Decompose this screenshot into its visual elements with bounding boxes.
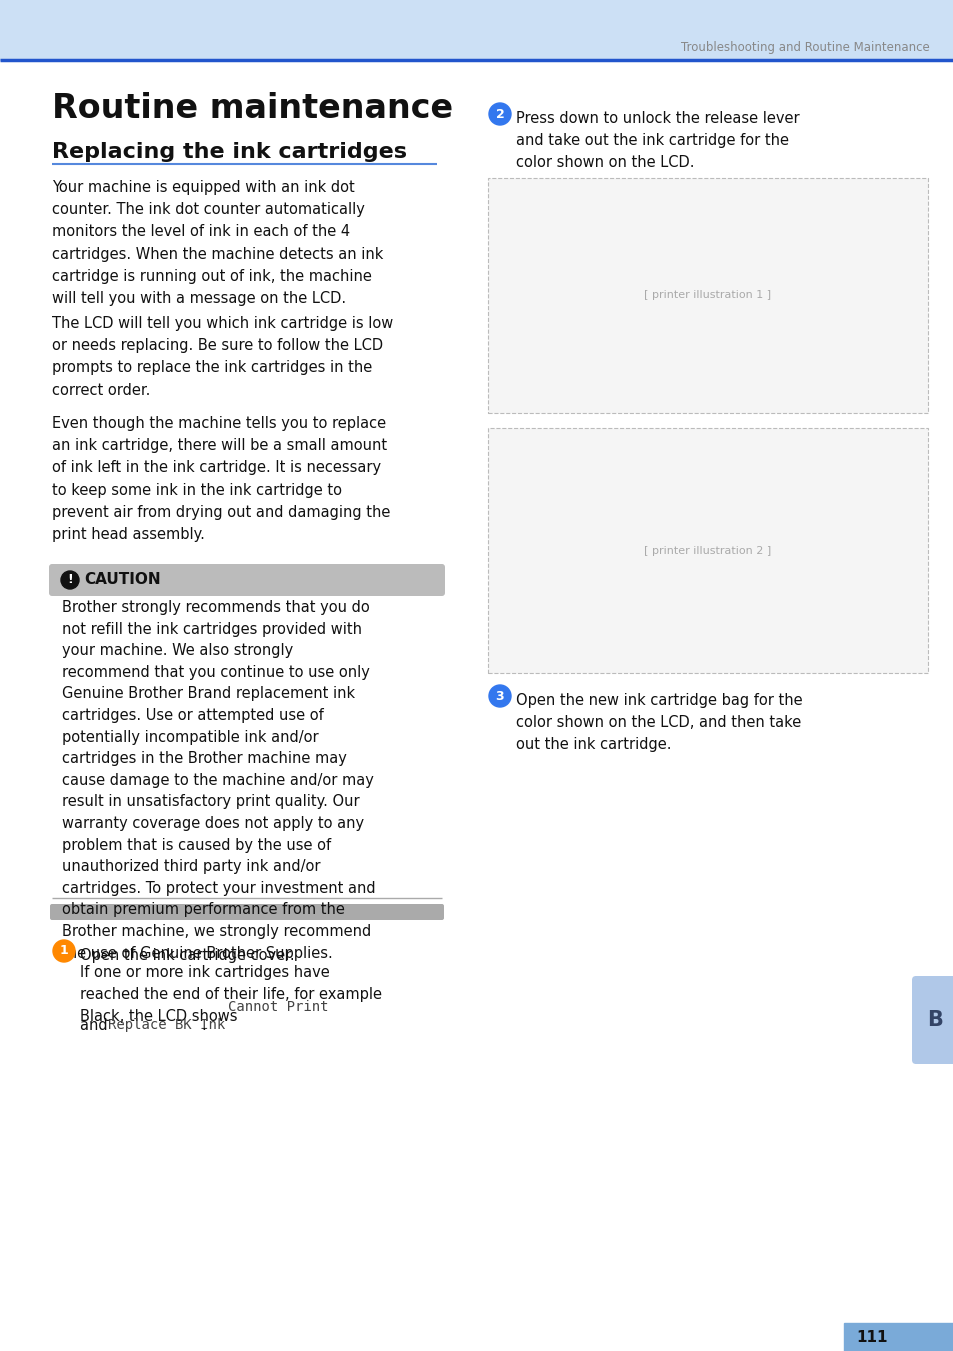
Text: Open the ink cartridge cover.: Open the ink cartridge cover.	[80, 948, 294, 963]
Text: .: .	[201, 1019, 206, 1034]
Text: Open the new ink cartridge bag for the
color shown on the LCD, and then take
out: Open the new ink cartridge bag for the c…	[516, 693, 801, 753]
Bar	[488, 178, 927, 413]
Text: Press down to unlock the release lever
and take out the ink cartridge for the
co: Press down to unlock the release lever a…	[516, 111, 799, 170]
Bar	[843, 1323, 953, 1351]
Text: B: B	[926, 1011, 942, 1029]
Text: Your machine is equipped with an ink dot
counter. The ink dot counter automatica: Your machine is equipped with an ink dot…	[52, 180, 383, 305]
Text: 1: 1	[59, 944, 69, 958]
Bar	[488, 428, 927, 673]
Circle shape	[53, 940, 75, 962]
Text: 2: 2	[496, 108, 504, 120]
FancyBboxPatch shape	[911, 975, 953, 1065]
Text: The LCD will tell you which ink cartridge is low
or needs replacing. Be sure to : The LCD will tell you which ink cartridg…	[52, 316, 393, 397]
Text: If one or more ink cartridges have
reached the end of their life, for example
Bl: If one or more ink cartridges have reach…	[80, 965, 381, 1024]
Text: and: and	[80, 1019, 112, 1034]
Text: Cannot Print: Cannot Print	[228, 1000, 328, 1015]
Text: Routine maintenance: Routine maintenance	[52, 92, 453, 124]
Text: [ printer illustration 2 ]: [ printer illustration 2 ]	[643, 546, 771, 555]
Circle shape	[61, 571, 79, 589]
Circle shape	[489, 685, 511, 707]
Bar	[0, 0, 953, 59]
Text: Brother strongly recommends that you do
not refill the ink cartridges provided w: Brother strongly recommends that you do …	[62, 600, 375, 961]
Circle shape	[489, 103, 511, 126]
Text: 111: 111	[855, 1329, 886, 1344]
Text: !: !	[67, 573, 72, 586]
Text: Replace BK Ink: Replace BK Ink	[108, 1019, 225, 1032]
Text: Troubleshooting and Routine Maintenance: Troubleshooting and Routine Maintenance	[680, 42, 929, 54]
FancyBboxPatch shape	[50, 904, 443, 920]
Text: [ printer illustration 1 ]: [ printer illustration 1 ]	[644, 290, 771, 300]
Text: CAUTION: CAUTION	[84, 573, 160, 588]
FancyBboxPatch shape	[49, 563, 444, 596]
Text: 3: 3	[496, 689, 504, 703]
Text: Replacing the ink cartridges: Replacing the ink cartridges	[52, 142, 407, 162]
Text: Even though the machine tells you to replace
an ink cartridge, there will be a s: Even though the machine tells you to rep…	[52, 416, 390, 542]
